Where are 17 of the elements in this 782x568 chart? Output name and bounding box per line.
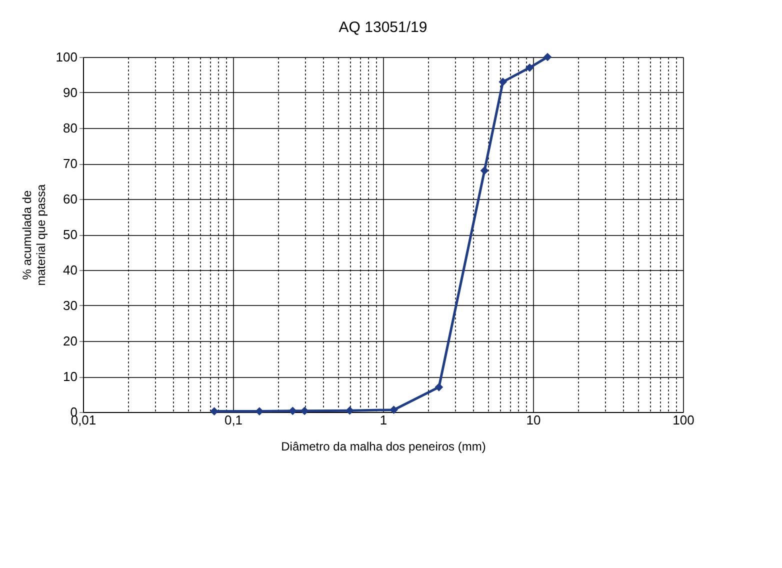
y-axis-title: % acumulada de material que passa xyxy=(20,184,48,286)
y-tick-label: 40 xyxy=(63,262,78,278)
x-tick-label: 10 xyxy=(526,412,541,428)
x-axis-title: Diâmetro da malha dos peneiros (mm) xyxy=(281,440,486,454)
y-tick-label: 20 xyxy=(63,334,78,348)
y-tick-label: 80 xyxy=(63,120,78,136)
y-tick-label: 90 xyxy=(63,85,78,100)
y-tick-label: 30 xyxy=(63,298,78,313)
x-tick-label: 1 xyxy=(380,412,388,428)
y-tick-label: 50 xyxy=(63,227,78,242)
x-tick-label: 100 xyxy=(672,412,694,428)
x-tick-label: 0,1 xyxy=(224,412,243,428)
y-tick-label: 60 xyxy=(63,192,78,206)
y-tick-label: 70 xyxy=(63,156,78,171)
y-tick-label: 100 xyxy=(56,50,78,64)
chart-title: AQ 13051/19 xyxy=(338,19,428,36)
y-tick-label: 10 xyxy=(63,369,78,384)
